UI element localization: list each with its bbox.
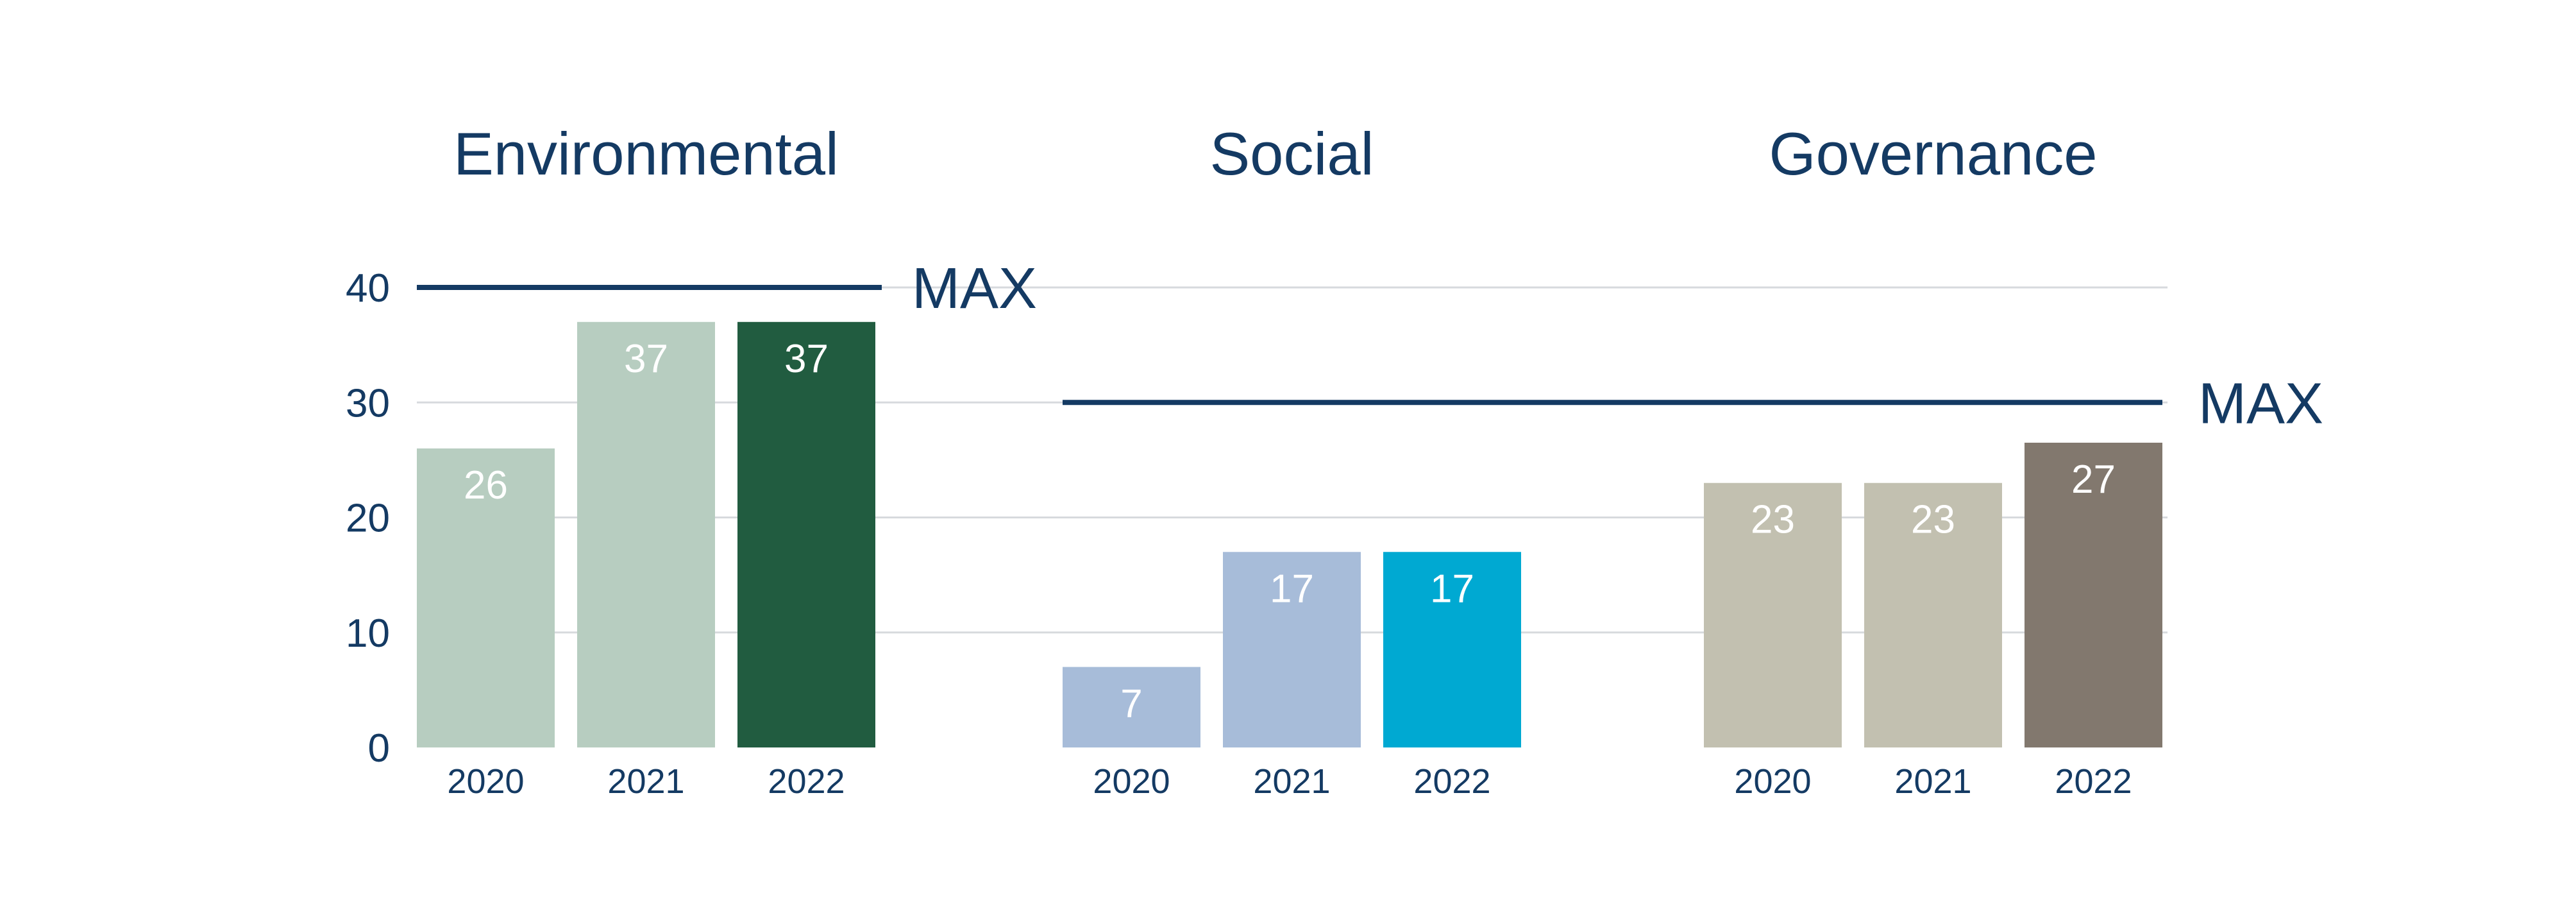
x-tick-label: 2020	[447, 762, 524, 801]
max-lines	[417, 285, 2162, 405]
y-tick-label: 10	[346, 611, 390, 656]
bar-value-label: 27	[2071, 457, 2116, 502]
bar	[1864, 482, 2002, 747]
bar	[577, 321, 715, 747]
group-title: Governance	[1769, 120, 2097, 187]
bar-value-label: 37	[784, 337, 829, 381]
y-tick-label: 30	[346, 381, 390, 425]
bar-value-label: 17	[1270, 567, 1314, 611]
x-tick-label: 2020	[1093, 762, 1170, 801]
bar	[1063, 667, 1200, 747]
bars	[417, 321, 2162, 747]
bar	[2025, 442, 2162, 747]
bar	[417, 448, 555, 747]
x-tick-label: 2020	[1734, 762, 1811, 801]
group-title: Social	[1209, 120, 1374, 187]
x-tick-label: 2021	[607, 762, 684, 801]
x-tick-label: 2021	[1894, 762, 1971, 801]
group-title: Environmental	[453, 120, 839, 187]
bar-value-label: 23	[1751, 498, 1795, 542]
max-label: MAX	[2198, 371, 2323, 436]
x-tick-label: 2021	[1253, 762, 1330, 801]
bar-value-label: 26	[464, 463, 508, 508]
labels: 0 10 20 30 40 Environmental 26 2020 37 2021 37 2022…	[346, 120, 2323, 801]
y-tick-label: 20	[346, 497, 390, 541]
bar	[1383, 552, 1521, 747]
bar-value-label: 17	[1430, 567, 1474, 611]
bar	[737, 321, 875, 747]
y-tick-label: 40	[346, 266, 390, 311]
bar-value-label: 7	[1120, 682, 1142, 726]
bar-value-label: 37	[624, 337, 668, 381]
bar	[1704, 482, 1842, 747]
y-tick-label: 0	[368, 726, 390, 771]
x-tick-label: 2022	[2055, 762, 2132, 801]
x-tick-label: 2022	[768, 762, 845, 801]
bar	[1223, 552, 1361, 747]
bar-value-label: 23	[1911, 498, 1955, 542]
x-tick-label: 2022	[1413, 762, 1490, 801]
max-label: MAX	[912, 257, 1037, 321]
